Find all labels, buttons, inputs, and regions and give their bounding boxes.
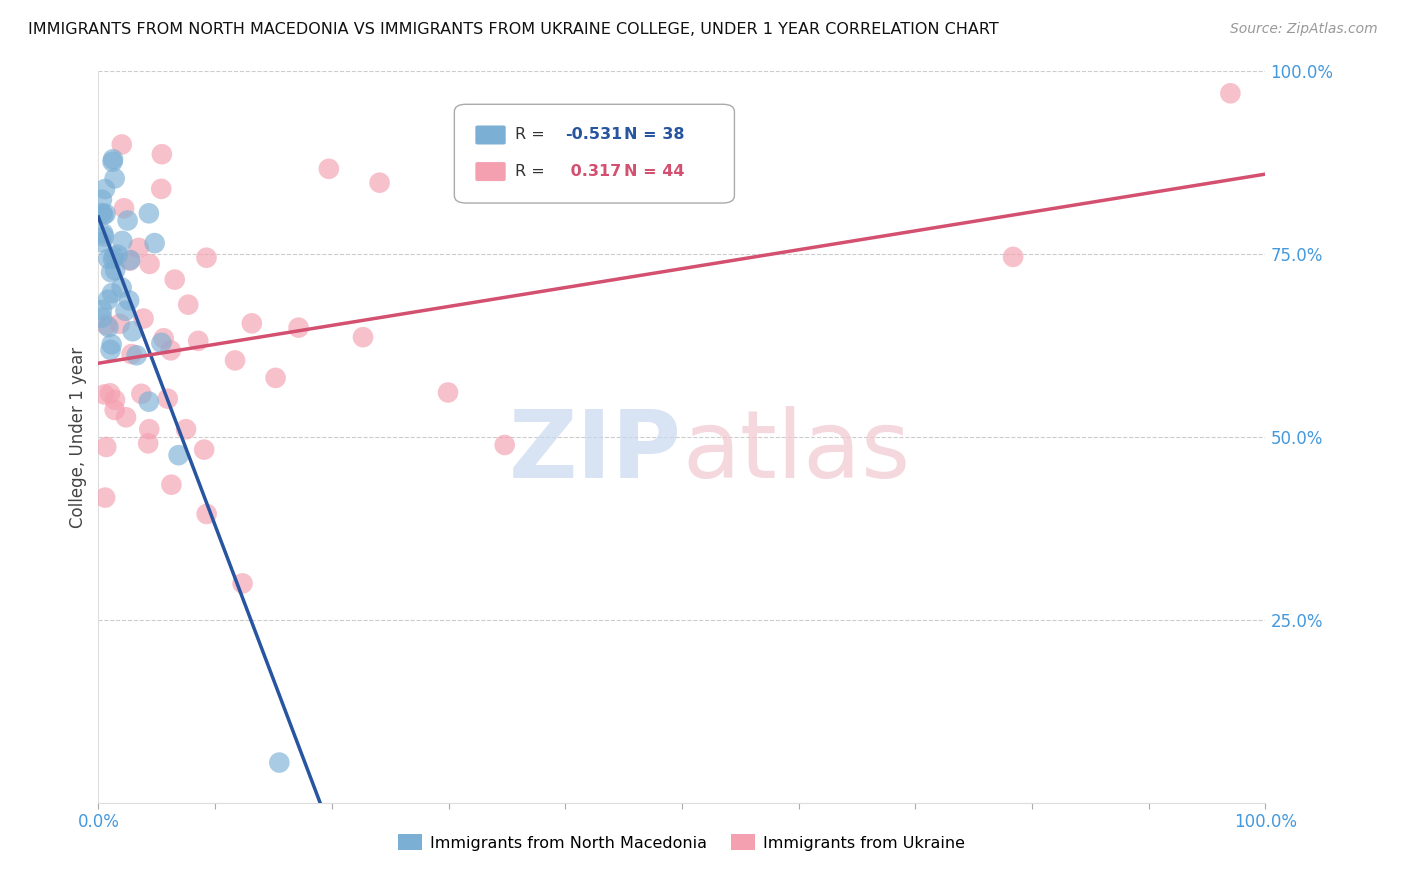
Point — [104, 263, 127, 277]
Point — [177, 298, 200, 312]
Point — [104, 171, 127, 186]
Text: IMMIGRANTS FROM NORTH MACEDONIA VS IMMIGRANTS FROM UKRAINE COLLEGE, UNDER 1 YEAR: IMMIGRANTS FROM NORTH MACEDONIA VS IMMIG… — [28, 22, 998, 37]
Point — [494, 438, 516, 452]
Point — [90, 235, 112, 250]
FancyBboxPatch shape — [454, 104, 734, 203]
Point — [195, 507, 218, 521]
Point — [125, 348, 148, 362]
Point — [240, 317, 263, 331]
Point — [93, 208, 115, 222]
Point — [100, 265, 122, 279]
Point — [112, 201, 135, 215]
Point — [90, 310, 112, 325]
Point — [96, 318, 118, 332]
Point — [97, 293, 120, 307]
Point — [159, 343, 181, 358]
Point — [174, 422, 197, 436]
Text: Source: ZipAtlas.com: Source: ZipAtlas.com — [1230, 22, 1378, 37]
Point — [107, 248, 129, 262]
Point — [93, 229, 115, 244]
Point — [90, 206, 112, 220]
Point — [90, 302, 112, 317]
Point — [93, 387, 115, 401]
Point — [152, 331, 174, 345]
Point — [138, 394, 160, 409]
Point — [101, 153, 124, 167]
Point — [96, 440, 118, 454]
Point — [150, 182, 173, 196]
Text: R =: R = — [515, 164, 544, 179]
Point — [195, 251, 218, 265]
Point — [318, 161, 340, 176]
Point — [163, 272, 186, 286]
Point — [101, 252, 124, 266]
Point — [98, 386, 121, 401]
Point — [264, 371, 287, 385]
Point — [352, 330, 374, 344]
Y-axis label: College, Under 1 year: College, Under 1 year — [69, 346, 87, 528]
Point — [115, 410, 138, 425]
Point — [97, 252, 120, 266]
Point — [118, 293, 141, 308]
Point — [101, 286, 124, 301]
Point — [114, 303, 136, 318]
Point — [94, 491, 117, 505]
Point — [103, 250, 125, 264]
Point — [136, 436, 159, 450]
Point — [167, 448, 190, 462]
Text: -0.531: -0.531 — [565, 128, 623, 143]
Point — [287, 320, 309, 334]
Point — [117, 213, 139, 227]
Point — [138, 422, 160, 436]
Point — [111, 137, 134, 152]
Point — [101, 154, 124, 169]
Point — [94, 207, 117, 221]
Point — [193, 442, 215, 457]
Point — [143, 236, 166, 251]
Point — [111, 234, 134, 248]
Point — [91, 227, 114, 241]
Point — [156, 392, 179, 406]
FancyBboxPatch shape — [475, 162, 506, 181]
Point — [187, 334, 209, 348]
Point — [224, 353, 246, 368]
Point — [121, 324, 143, 338]
Point — [128, 241, 150, 255]
Point — [1002, 250, 1025, 264]
Point — [1219, 87, 1241, 101]
Point — [121, 347, 143, 361]
Point — [97, 320, 120, 334]
Point — [108, 317, 131, 331]
Point — [104, 403, 127, 417]
Point — [90, 193, 112, 207]
Point — [368, 176, 391, 190]
Text: atlas: atlas — [682, 406, 910, 498]
Legend: Immigrants from North Macedonia, Immigrants from Ukraine: Immigrants from North Macedonia, Immigra… — [392, 828, 972, 857]
Point — [118, 253, 141, 268]
Text: 0.317: 0.317 — [565, 164, 621, 179]
Text: R =: R = — [515, 128, 544, 143]
Point — [131, 386, 153, 401]
Text: N = 38: N = 38 — [624, 128, 685, 143]
Point — [100, 337, 122, 351]
Point — [138, 206, 160, 220]
Text: N = 44: N = 44 — [624, 164, 685, 179]
Point — [120, 252, 142, 267]
Text: ZIP: ZIP — [509, 406, 682, 498]
Point — [94, 182, 117, 196]
Point — [150, 147, 173, 161]
Point — [269, 756, 291, 770]
Point — [232, 576, 254, 591]
Point — [111, 280, 134, 294]
Point — [100, 343, 122, 357]
Point — [160, 477, 183, 491]
Point — [104, 392, 127, 407]
FancyBboxPatch shape — [475, 126, 506, 145]
Point — [437, 385, 460, 400]
Point — [132, 311, 155, 326]
Point — [150, 335, 173, 350]
Point — [138, 257, 160, 271]
